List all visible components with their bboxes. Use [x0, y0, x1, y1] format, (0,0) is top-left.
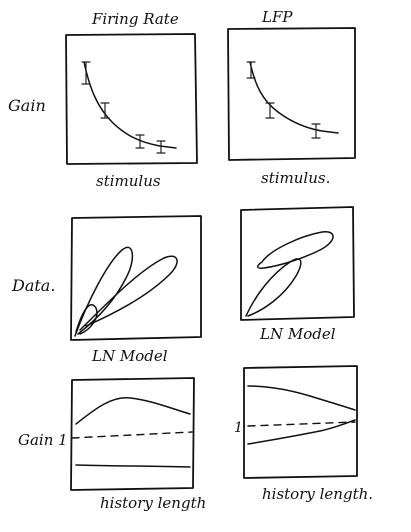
- panel-data-lfp: [240, 206, 355, 321]
- panel-frame: [70, 377, 195, 491]
- column-title-lfp: LFP: [261, 8, 293, 26]
- data-loop-1: [74, 246, 134, 337]
- data-loop-3: [75, 303, 98, 335]
- x-label-ln-model-right: LN Model: [259, 325, 336, 343]
- data-loop-2: [245, 258, 302, 317]
- panel-gain-lfp: [227, 27, 356, 161]
- upper-gain-curve: [75, 397, 191, 425]
- panel-frame: [243, 365, 358, 479]
- gain-one-reference-line: [71, 431, 193, 439]
- panel-frame: [227, 27, 356, 161]
- panel-frame: [240, 206, 355, 321]
- x-label-stimulus-right: stimulus.: [261, 169, 330, 187]
- panel-frame: [65, 33, 198, 165]
- data-loop-2: [79, 255, 178, 331]
- x-label-history-length-right: history length.: [262, 485, 373, 503]
- upper-gain-curve: [247, 385, 356, 411]
- gain-curve: [249, 61, 339, 134]
- panel-gain-firing-rate: [65, 33, 198, 165]
- gain-one-reference-line: [247, 421, 356, 427]
- gain-curve: [83, 61, 177, 149]
- panel-history-firing-rate: [70, 377, 195, 491]
- x-label-ln-model-left: LN Model: [91, 347, 168, 365]
- error-bars: [246, 61, 321, 139]
- x-label-history-length-left: history length: [100, 494, 206, 512]
- error-bars: [81, 61, 166, 154]
- panel-frame: [70, 215, 202, 341]
- panel-data-firing-rate: [70, 215, 202, 341]
- row-label-gain: Gain: [8, 96, 46, 115]
- row-label-gain-1: Gain 1: [18, 431, 68, 449]
- column-title-firing-rate: Firing Rate: [91, 10, 179, 28]
- y-tick-one-right: 1: [234, 420, 243, 436]
- panel-history-lfp: [243, 365, 358, 479]
- row-label-data: Data.: [11, 276, 55, 295]
- lower-gain-curve: [247, 419, 356, 445]
- x-label-stimulus-left: stimulus: [96, 172, 161, 190]
- lower-gain-curve: [75, 464, 191, 468]
- data-loop-1: [257, 231, 334, 269]
